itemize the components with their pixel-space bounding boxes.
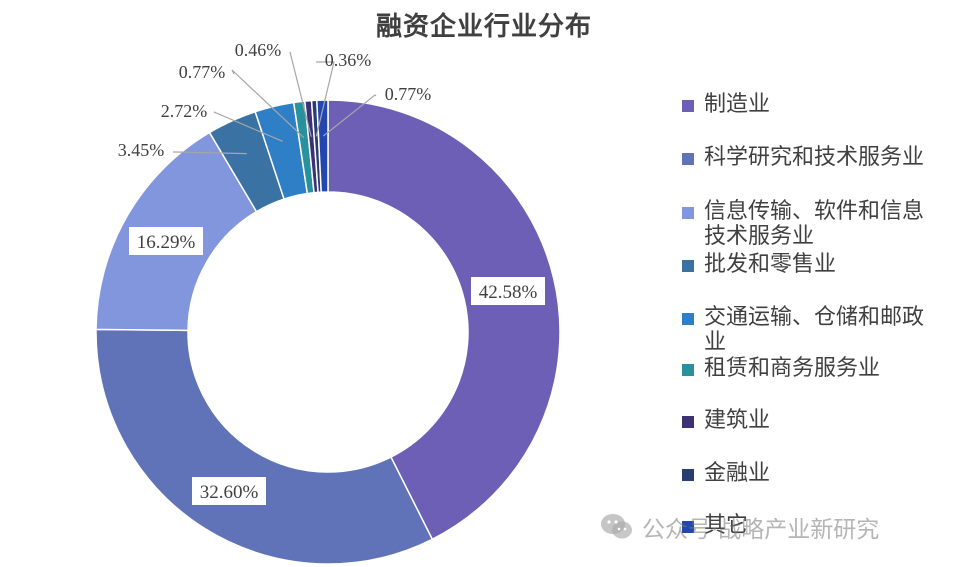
legend-label: 科学研究和技术服务业 [704, 145, 925, 170]
legend-item-finance: 金融业 [682, 461, 944, 486]
legend-label: 租赁和商务服务业 [704, 356, 881, 381]
legend-item-leasing: 租赁和商务服务业 [682, 356, 944, 381]
legend-item-research: 科学研究和技术服务业 [682, 145, 944, 170]
legend-item-construction: 建筑业 [682, 408, 944, 433]
legend-swatch [682, 521, 694, 533]
legend-swatch [682, 100, 694, 112]
data-label-leasing: 0.77% [179, 62, 305, 138]
legend-label: 信息传输、软件和信息技术服务业 [704, 199, 925, 249]
data-label-construction: 0.46% [235, 40, 312, 137]
legend-label: 制造业 [704, 92, 771, 117]
legend-item-other: 其它 [682, 513, 944, 538]
data-label-wholesale: 3.45% [118, 140, 247, 160]
wechat-icon [601, 514, 632, 539]
watermark-text: 公众号·战略产业新研究 [642, 517, 880, 543]
data-label-research: 32.60% [192, 477, 266, 505]
legend-swatch [682, 416, 694, 428]
legend-label: 交通运输、仓储和邮政业 [704, 305, 925, 355]
legend-item-it: 信息传输、软件和信息技术服务业 [682, 199, 944, 249]
svg-text:3.45%: 3.45% [118, 140, 165, 160]
legend-item-transport: 交通运输、仓储和邮政业 [682, 305, 944, 355]
legend-label: 金融业 [704, 461, 771, 486]
watermark: 公众号·战略产业新研究 [600, 510, 879, 544]
legend-swatch [682, 469, 694, 481]
legend-label: 其它 [704, 513, 749, 538]
data-label-it: 16.29% [129, 227, 203, 255]
legend-swatch [682, 207, 694, 219]
legend-swatch [682, 364, 694, 376]
slice-manufacturing [327, 99, 561, 541]
data-label-transport: 2.72% [161, 101, 283, 142]
legend-swatch [682, 313, 694, 325]
svg-text:0.77%: 0.77% [385, 84, 432, 104]
slice-research [95, 328, 434, 565]
legend-item-wholesale: 批发和零售业 [682, 252, 944, 277]
svg-text:16.29%: 16.29% [137, 232, 196, 253]
svg-text:0.46%: 0.46% [235, 40, 282, 60]
data-label-manufacturing: 42.58% [471, 277, 545, 305]
legend-swatch [682, 260, 694, 272]
svg-text:0.36%: 0.36% [325, 50, 372, 70]
legend-swatch [682, 153, 694, 165]
legend-label: 建筑业 [704, 408, 771, 433]
svg-text:2.72%: 2.72% [161, 101, 208, 121]
legend-item-manufacturing: 制造业 [682, 92, 944, 117]
data-label-other: 0.77% [322, 84, 432, 137]
legend-label: 批发和零售业 [704, 252, 837, 277]
svg-text:32.60%: 32.60% [200, 482, 259, 503]
data-label-finance: 0.36% [315, 50, 372, 137]
chart-title: 融资企业行业分布 [375, 12, 592, 42]
svg-text:0.77%: 0.77% [179, 62, 226, 82]
svg-text:42.58%: 42.58% [479, 282, 538, 303]
